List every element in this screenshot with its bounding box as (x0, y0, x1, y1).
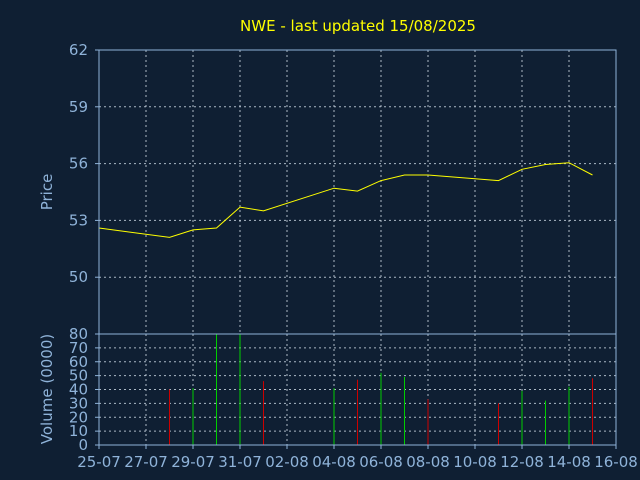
price-gridlines (99, 50, 616, 334)
price-y-tick-label: 62 (69, 41, 88, 59)
x-tick-label: 10-08 (453, 453, 497, 471)
x-tick-label: 04-08 (312, 453, 356, 471)
x-tick-label: 31-07 (218, 453, 262, 471)
volume-y-tick-label: 70 (69, 339, 88, 357)
volume-y-tick-label: 40 (69, 381, 88, 399)
x-tick-label: 08-08 (406, 453, 450, 471)
volume-y-tick-label: 60 (69, 353, 88, 371)
volume-axis-label: Volume (0000) (38, 334, 56, 444)
volume-y-tick-label: 30 (69, 394, 88, 412)
x-tick-label: 12-08 (500, 453, 544, 471)
price-panel-frame (98, 49, 617, 335)
x-tick-label: 06-08 (359, 453, 403, 471)
volume-y-tick-label: 0 (78, 436, 88, 454)
x-tick-label: 29-07 (171, 453, 215, 471)
price-y-tick-label: 53 (69, 211, 88, 229)
price-y-axis: 50 53 56 59 62 (69, 41, 99, 286)
volume-y-tick-label: 50 (69, 367, 88, 385)
price-series (98, 162, 593, 238)
volume-y-tick-label: 20 (69, 408, 88, 426)
chart-title: NWE - last updated 15/08/2025 (240, 17, 476, 35)
price-line (98, 162, 593, 238)
x-tick-label: 14-08 (547, 453, 591, 471)
volume-bars (169, 334, 593, 445)
price-y-tick-label: 59 (69, 98, 88, 116)
volume-y-tick-label: 80 (69, 325, 88, 343)
price-y-tick-label: 50 (69, 268, 88, 286)
price-axis-label: Price (38, 174, 56, 211)
price-y-tick-label: 56 (69, 155, 88, 173)
x-axis: 25-07 27-07 29-07 31-07 02-08 04-08 06-08 08-08… (77, 445, 638, 471)
x-tick-label: 16-08 (594, 453, 638, 471)
x-tick-label: 27-07 (124, 453, 168, 471)
x-tick-label: 25-07 (77, 453, 121, 471)
x-tick-label: 02-08 (265, 453, 309, 471)
volume-y-tick-label: 10 (69, 422, 88, 440)
